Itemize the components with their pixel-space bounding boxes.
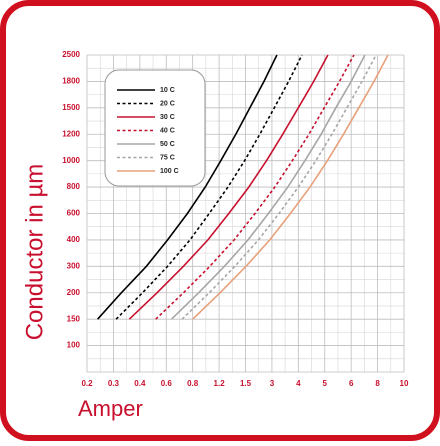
legend-label: 100 C — [160, 168, 179, 175]
y-tick-label: 200 — [67, 288, 81, 297]
y-axis-label: Conductor in µm — [21, 164, 48, 341]
series-line — [115, 54, 303, 320]
series-line — [170, 54, 366, 320]
lines — [97, 54, 389, 320]
series-line — [128, 54, 329, 320]
x-tick-label: 8 — [375, 379, 380, 388]
series-line — [155, 54, 355, 320]
x-tick-label: 10 — [400, 379, 409, 388]
legend-label: 40 C — [160, 127, 175, 134]
x-tick-label: 0.3 — [108, 379, 120, 388]
legend-label: 75 C — [160, 154, 175, 161]
y-tick-label: 1000 — [62, 156, 80, 165]
x-tick-label: 5 — [323, 379, 328, 388]
x-tick-label: 3 — [270, 379, 275, 388]
y-tick-label: 300 — [67, 261, 81, 270]
x-tick-label: 1.5 — [240, 379, 252, 388]
series-line — [192, 54, 389, 320]
y-tick-label: 1800 — [62, 77, 80, 86]
x-tick-label: 6 — [349, 379, 354, 388]
x-tick-label: 0.4 — [134, 379, 146, 388]
y-tick-label: 2500 — [62, 50, 80, 59]
y-tick-label: 400 — [67, 235, 81, 244]
y-tick-label: 1200 — [62, 129, 80, 138]
legend-label: 50 C — [160, 141, 175, 148]
x-tick-label: 1.2 — [214, 379, 226, 388]
legend-label: 30 C — [160, 114, 175, 121]
legend — [104, 69, 206, 187]
legend-label: 20 C — [160, 100, 175, 107]
y-tick-label: 150 — [67, 314, 81, 323]
x-tick-label: 4 — [296, 379, 301, 388]
x-tick-label: 0.6 — [161, 379, 173, 388]
y-tick-label: 1500 — [62, 103, 80, 112]
series-line — [97, 54, 278, 320]
series-line — [181, 54, 377, 320]
x-tick-label: 0.2 — [81, 379, 93, 388]
y-tick-label: 800 — [67, 182, 81, 191]
x-axis-label: Amper — [78, 396, 143, 421]
y-tick-label: 100 — [67, 341, 81, 350]
legend-label: 10 C — [160, 87, 175, 94]
x-tick-label: 0.8 — [187, 379, 199, 388]
y-tick-label: 600 — [67, 209, 81, 218]
